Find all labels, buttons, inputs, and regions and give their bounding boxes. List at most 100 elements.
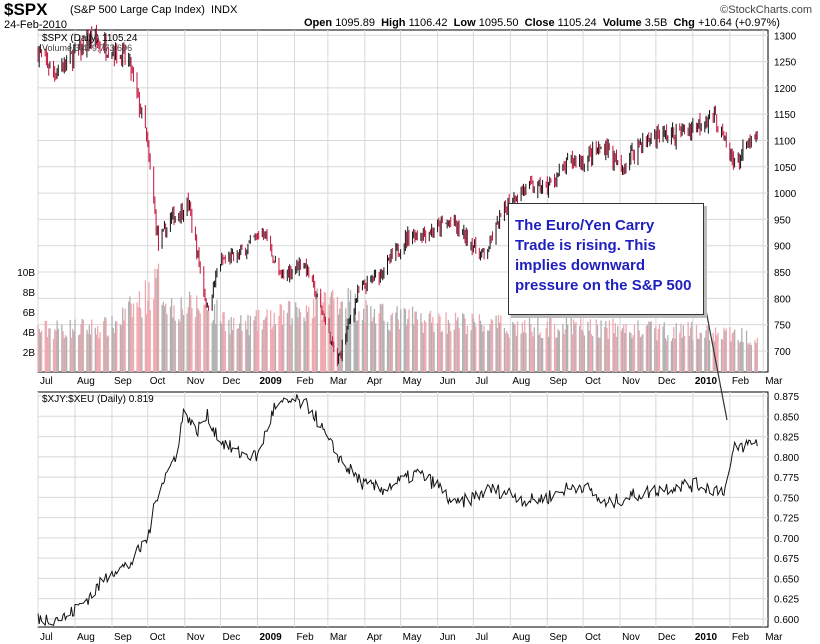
volume-bar [613,333,615,372]
volume-bar [162,301,164,372]
volume-bar [70,337,73,372]
volume-bar [741,328,743,372]
volume-bar [588,330,590,372]
volume-bar [316,288,318,372]
volume-bar [420,313,422,372]
volume-bar [422,332,424,372]
volume-bar [683,335,686,372]
volume-bar [745,330,748,372]
volume-bar [754,340,756,372]
volume-bar [223,311,225,372]
volume-bar [507,333,509,372]
volume-bar [528,316,531,372]
volume-bar [433,331,435,372]
volume-bar [555,338,557,372]
volume-bar [170,298,173,372]
month-tick-label: Aug [512,632,530,643]
volume-bar [723,327,725,372]
volume-bar [64,334,67,372]
volume-bar [650,321,652,372]
volume-bar [190,295,192,372]
volume-bar [470,330,472,372]
volume-bar [196,295,198,372]
volume-bar [729,327,731,372]
volume-bar [656,340,658,372]
volume-bar [199,313,201,372]
volume-bar [77,335,80,372]
volume-bar [306,311,309,372]
quote-chg-value: +10.64 (+0.97%) [697,17,780,29]
volume-bar [623,324,625,372]
quote-close-value: 1105.24 [557,17,597,29]
month-tick-label: Nov [622,632,640,643]
volume-tick-label: 10B [17,268,35,279]
volume-legend: Volume 3,479,773,696 [42,43,132,53]
volume-bar [141,317,143,372]
month-tick-label: 2009 [259,632,282,643]
volume-bar [358,311,360,372]
volume-bar [286,312,288,372]
volume-bar [400,309,402,372]
volume-bar [575,322,577,372]
volume-bar [662,326,664,372]
volume-bar [212,320,215,372]
ratio-tick-label: 0.650 [774,574,799,585]
volume-bar [261,329,263,372]
volume-bar [416,319,419,372]
volume-bar [256,330,259,372]
ratio-tick-label: 0.875 [774,392,799,403]
volume-bar [155,277,157,372]
month-tick-label: Feb [732,376,750,387]
volume-bar [539,332,541,372]
volume-bar [38,329,40,372]
volume-bar [147,300,149,372]
month-tick-label: 2009 [259,376,282,387]
volume-bar [724,330,726,372]
volume-bar [244,321,247,372]
volume-bar [39,332,42,372]
volume-bar [408,309,410,372]
brand-logo[interactable]: ©StockCharts.com [720,4,812,16]
volume-bar [311,318,314,372]
volume-bar [363,308,365,372]
volume-bar [124,308,126,372]
volume-bar [89,334,92,372]
volume-bar [513,323,515,372]
volume-bar [748,344,750,372]
volume-bar [621,328,624,372]
month-tick-label: Mar [330,632,348,643]
volume-bar [571,334,574,372]
volume-bar [648,321,650,372]
volume-bar [322,302,324,372]
volume-bar [730,341,732,372]
volume-bar [398,329,401,372]
volume-bar [172,317,174,372]
volume-bar [667,335,669,372]
volume-bar [537,318,539,372]
volume-bar [642,334,644,372]
volume-bar [156,269,158,372]
volume-bar [197,308,199,372]
month-tick-label: Nov [187,632,205,643]
volume-bar [589,319,591,372]
volume-bar [629,332,631,372]
volume-tick-label: 4B [23,328,36,339]
month-tick-label: Oct [150,376,166,387]
volume-bar [71,328,74,372]
volume-bar [457,317,459,372]
volume-bar [423,320,426,372]
volume-bar [45,321,48,372]
month-tick-label: Mar [765,632,783,643]
volume-bar [530,323,532,372]
month-tick-label: Dec [223,632,241,643]
volume-bar [204,304,206,372]
volume-bar [614,323,617,372]
volume-bar [97,326,99,372]
month-tick-label: May [403,376,422,387]
volume-bar [630,333,632,372]
volume-bar [612,318,614,372]
volume-bar [590,334,593,372]
volume-bar [603,326,606,372]
volume-bar [487,330,489,372]
volume-bar [254,316,256,372]
